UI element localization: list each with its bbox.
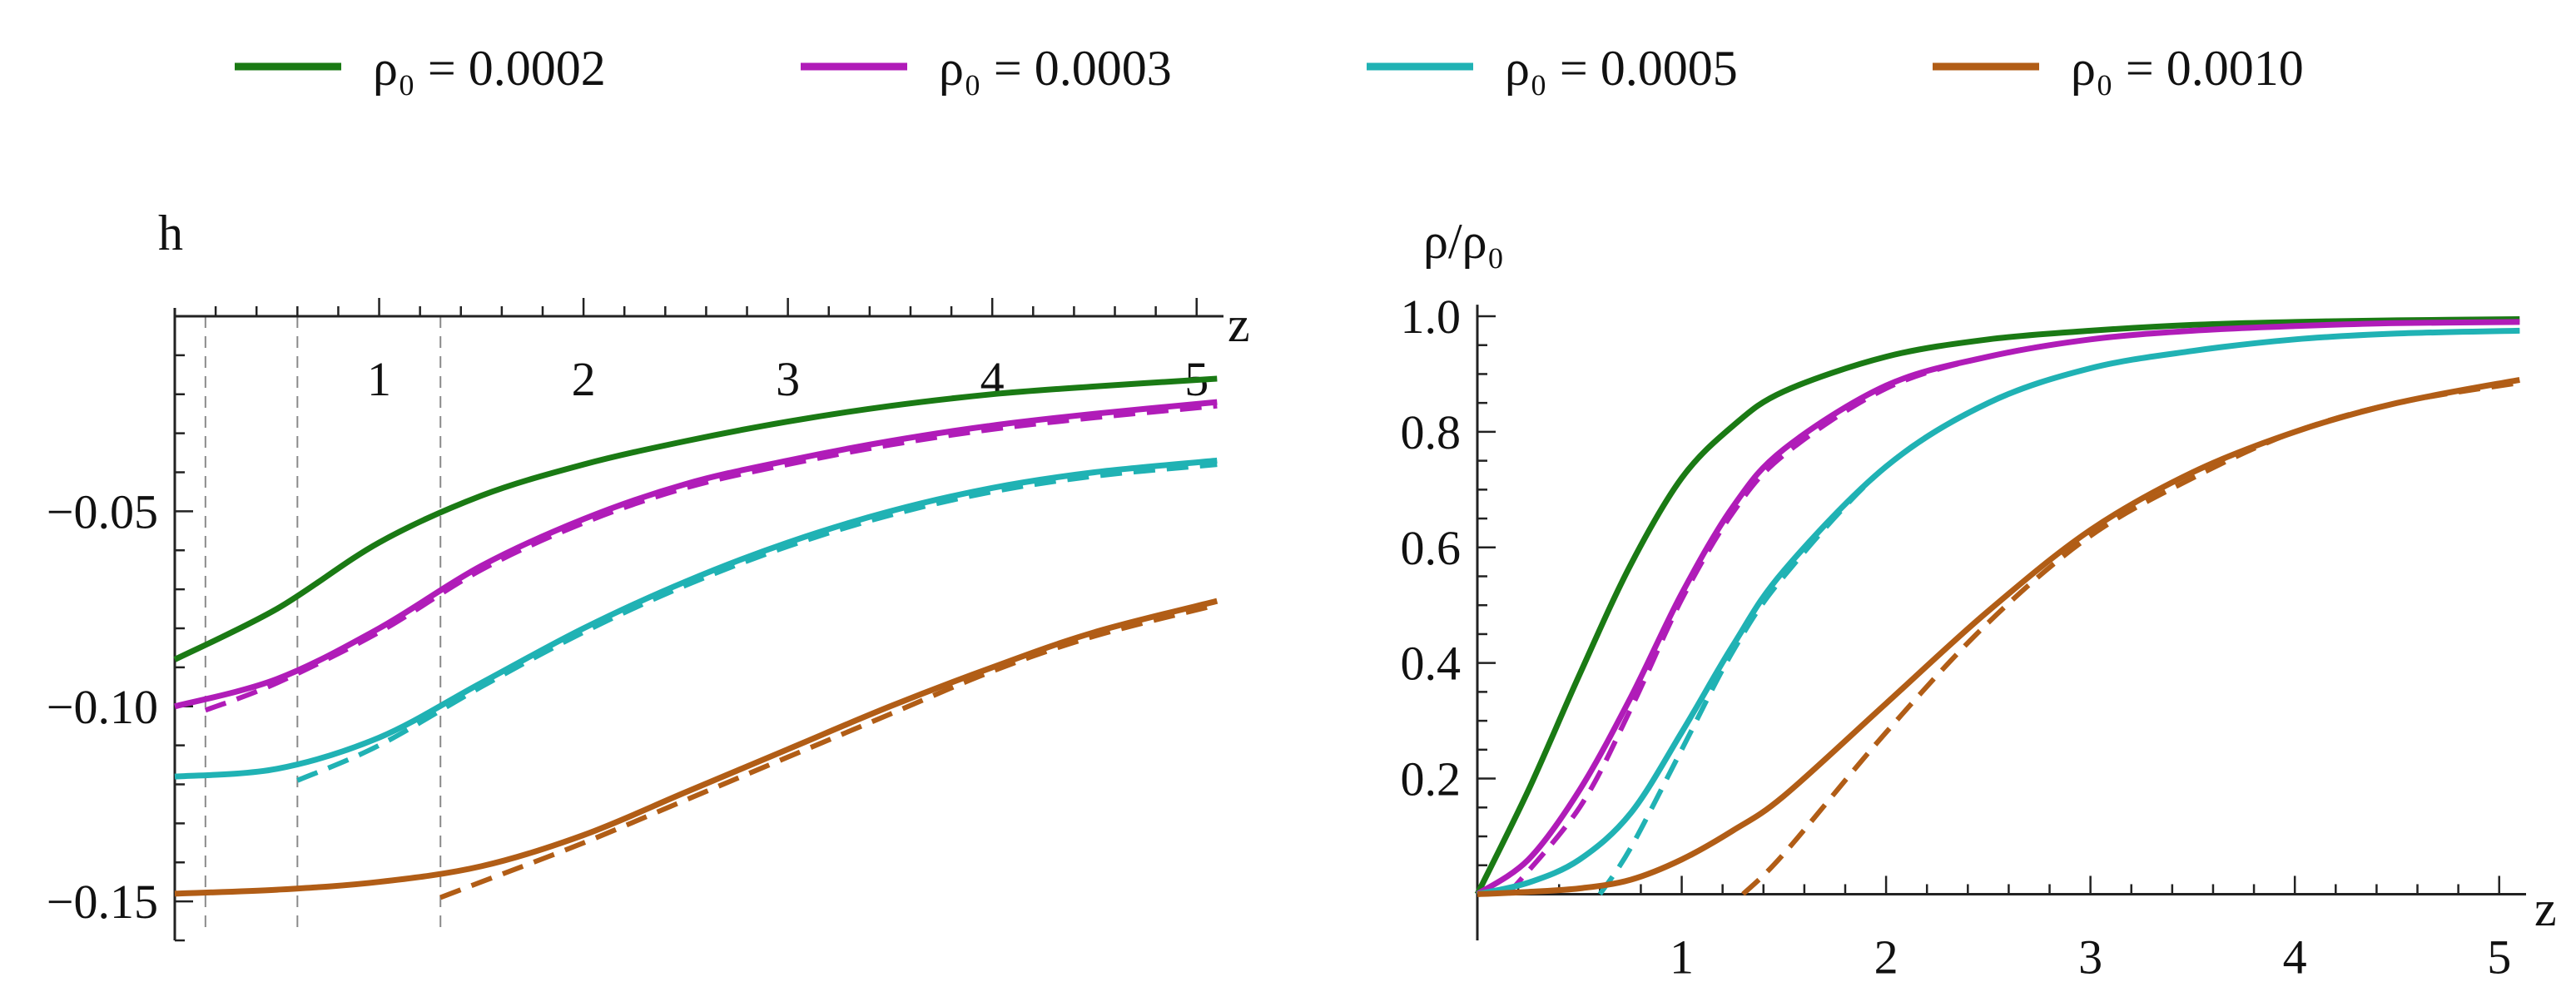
reference-lines [204, 316, 442, 932]
x-tick-label: 3 [2078, 930, 2102, 984]
x-tick-label: 2 [1874, 930, 1898, 984]
legend-item-1: ρ₀ = 0.0002 [235, 41, 606, 96]
y-axis-title: ρ/ρ₀ [1423, 214, 1504, 269]
series-line [1597, 328, 2520, 896]
series-line [1506, 319, 2520, 896]
series-line [1474, 316, 2520, 895]
panel-left-h-vs-z: 1 2 3 4 5−0.05−0.10−0.15 h z [47, 206, 1250, 942]
legend-item-3: ρ₀ = 0.0005 [1367, 41, 1738, 96]
series-line [1477, 376, 2520, 897]
x-axis-title: z [1228, 297, 1250, 352]
x-tick-label: 2 [572, 352, 596, 406]
y-tick-label: 0.8 [1401, 405, 1462, 459]
series-line [174, 598, 1219, 897]
series-line [1741, 379, 2520, 896]
legend-label: ρ₀ = 0.0003 [939, 41, 1172, 96]
y-tick-label: −0.05 [47, 484, 158, 538]
y-tick-label: −0.15 [47, 875, 158, 929]
series-line [439, 602, 1219, 900]
x-tick-label: 1 [367, 352, 391, 406]
x-tick-label: 5 [2487, 930, 2511, 984]
y-tick-label: 0.6 [1401, 521, 1462, 575]
series-line [174, 457, 1218, 780]
y-tick-label: 0.2 [1401, 752, 1462, 806]
axes: 1 2 3 4 5−0.05−0.10−0.15 [47, 298, 1223, 942]
series-group [1474, 316, 2520, 897]
legend-item-2: ρ₀ = 0.0003 [801, 41, 1172, 96]
y-tick-label: 0.4 [1401, 637, 1462, 691]
y-tick-label: 1.0 [1401, 290, 1462, 344]
legend-label: ρ₀ = 0.0010 [2071, 41, 2304, 96]
series-group [173, 375, 1219, 900]
legend-label: ρ₀ = 0.0002 [373, 41, 606, 96]
y-axis-title: h [158, 206, 183, 260]
legend-item-4: ρ₀ = 0.0010 [1933, 41, 2304, 96]
x-tick-label: 4 [2283, 930, 2307, 984]
series-line [296, 462, 1218, 783]
panel-right-density-vs-z: 1 2 3 4 5 0.2 0.4 0.6 0.8 1.0 ρ/ρ₀ z [1401, 214, 2557, 984]
y-tick-label: −0.10 [47, 680, 158, 734]
legend-label: ρ₀ = 0.0005 [1505, 41, 1738, 96]
x-tick-label: 4 [980, 352, 1005, 406]
legend: ρ₀ = 0.0002 ρ₀ = 0.0003 ρ₀ = 0.0005 ρ₀ =… [235, 41, 2304, 96]
axes: 1 2 3 4 5 0.2 0.4 0.6 0.8 1.0 [1401, 290, 2526, 984]
series-line [204, 403, 1218, 713]
series-line [174, 399, 1218, 710]
x-axis-title: z [2534, 881, 2557, 936]
series-line [173, 375, 1218, 662]
series-line [1476, 319, 2520, 897]
x-tick-label: 1 [1670, 930, 1694, 984]
x-tick-label: 3 [776, 352, 800, 406]
